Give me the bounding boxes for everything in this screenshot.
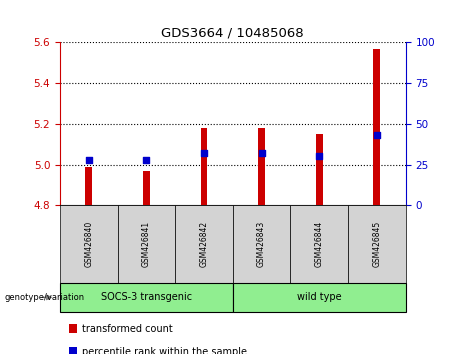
Point bbox=[142, 157, 150, 162]
Text: GSM426845: GSM426845 bbox=[372, 221, 381, 267]
Text: GSM426840: GSM426840 bbox=[84, 221, 93, 267]
Title: GDS3664 / 10485068: GDS3664 / 10485068 bbox=[161, 27, 304, 40]
Bar bbox=[85, 167, 92, 205]
Bar bbox=[316, 134, 323, 205]
Text: SOCS-3 transgenic: SOCS-3 transgenic bbox=[101, 292, 192, 302]
Point bbox=[85, 157, 92, 162]
Bar bbox=[373, 48, 380, 205]
Bar bbox=[258, 128, 265, 205]
Text: transformed count: transformed count bbox=[82, 324, 173, 333]
Text: GSM426841: GSM426841 bbox=[142, 221, 151, 267]
Text: GSM426844: GSM426844 bbox=[315, 221, 324, 267]
Point bbox=[258, 150, 266, 156]
Text: wild type: wild type bbox=[297, 292, 342, 302]
Point bbox=[200, 150, 207, 156]
Text: GSM426842: GSM426842 bbox=[200, 221, 208, 267]
Text: genotype/variation: genotype/variation bbox=[5, 293, 85, 302]
Point bbox=[315, 154, 323, 159]
Text: GSM426843: GSM426843 bbox=[257, 221, 266, 267]
Point bbox=[373, 132, 381, 138]
Bar bbox=[143, 171, 150, 205]
Text: percentile rank within the sample: percentile rank within the sample bbox=[82, 347, 247, 354]
Bar bbox=[201, 128, 207, 205]
